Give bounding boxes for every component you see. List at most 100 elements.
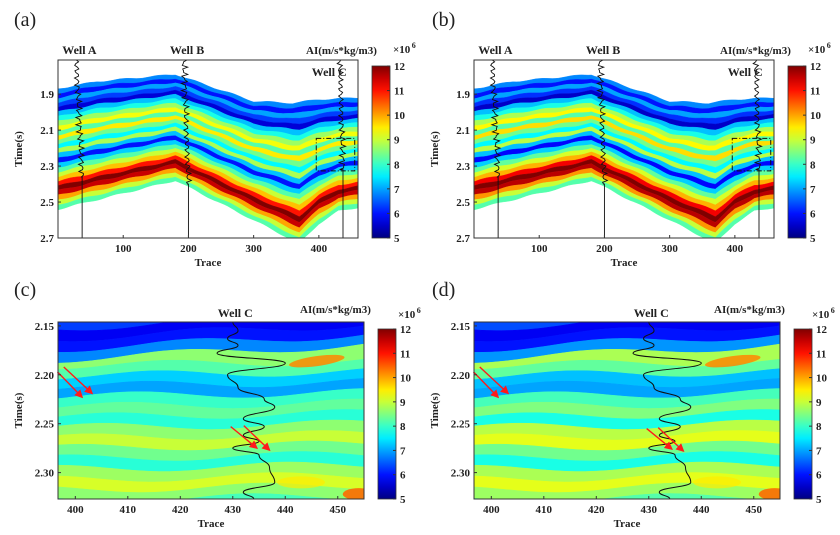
- well-log-curve: [632, 321, 702, 500]
- colorbar-exponent: 6: [827, 41, 831, 50]
- well-log-curve: [596, 59, 609, 238]
- y-tick-label: 1.9: [456, 89, 470, 101]
- well-label: Well A: [478, 43, 513, 57]
- red-arrow: [230, 426, 259, 450]
- x-tick-label: 200: [180, 243, 197, 255]
- well-log-curve: [336, 59, 347, 238]
- colorbar-exponent: 6: [417, 306, 421, 315]
- x-tick-label: 100: [531, 243, 548, 255]
- ai-layer: [58, 176, 358, 238]
- x-tick-label: 430: [225, 504, 242, 516]
- colorbar-multiplier: ×10: [398, 309, 416, 321]
- colorbar: [787, 65, 807, 239]
- panel-label: (b): [432, 9, 455, 31]
- colorbar-tick-label: 9: [400, 397, 406, 409]
- x-tick-label: 400: [311, 243, 328, 255]
- x-tick-label: 400: [727, 243, 744, 255]
- panel-a: (a) Well A Well B Well C 100 200 300 400 1.9 2.1 2…: [13, 9, 416, 269]
- panel-b: (b) Well A Well B Well C 100 200 300 400 1.9 2.1 2…: [429, 9, 831, 269]
- axes-frame: [473, 59, 775, 239]
- colorbar-multiplier: ×10: [393, 44, 411, 56]
- x-tick-label: 440: [277, 504, 294, 516]
- panel-label: (d): [432, 279, 455, 301]
- y-axis-label: Time(s): [13, 131, 25, 167]
- x-tick-label: 450: [330, 504, 347, 516]
- well-label: Well C: [218, 306, 253, 320]
- ai-section: [474, 322, 780, 499]
- colorbar-exponent: 6: [412, 41, 416, 50]
- colorbar-tick-label: 6: [400, 470, 406, 482]
- well-log-curve: [180, 59, 193, 238]
- red-arrow: [243, 425, 271, 452]
- colorbar-tick-label: 5: [816, 494, 822, 506]
- colorbar-tick-label: 6: [816, 470, 822, 482]
- y-tick-label: 2.3: [40, 161, 54, 173]
- ai-section: [58, 322, 364, 499]
- x-axis-label: Trace: [198, 518, 225, 530]
- red-arrow: [472, 371, 500, 399]
- y-tick-label: 2.5: [456, 197, 470, 209]
- ai-layer: [474, 493, 757, 499]
- colorbar-label: AI(m/s*kg/m3): [714, 304, 785, 316]
- x-axis-label: Trace: [611, 257, 638, 269]
- red-arrow: [56, 371, 84, 399]
- colorbar-tick-label: 11: [400, 348, 410, 360]
- y-tick-label: 2.15: [451, 321, 471, 333]
- x-tick-label: 300: [661, 243, 678, 255]
- y-tick-label: 2.30: [451, 468, 471, 480]
- colorbar-tick-label: 11: [394, 86, 404, 98]
- ai-layer: [474, 176, 774, 238]
- red-arrow: [646, 428, 673, 451]
- colorbar-tick-label: 5: [394, 233, 400, 245]
- x-tick-label: 430: [641, 504, 658, 516]
- y-tick-label: 2.3: [456, 161, 470, 173]
- well-log-curve: [73, 59, 86, 238]
- colorbar-tick-label: 8: [400, 421, 406, 433]
- colorbar-tick-label: 12: [810, 61, 822, 73]
- colorbar-exponent: 6: [831, 306, 835, 315]
- y-tick-label: 1.9: [40, 89, 54, 101]
- red-arrow: [657, 427, 685, 453]
- colorbar-label: AI(m/s*kg/m3): [306, 45, 377, 57]
- well-log-curve: [752, 59, 763, 238]
- axes-frame: [473, 321, 781, 500]
- well-label: Well B: [586, 43, 620, 57]
- colorbar-tick-label: 8: [816, 421, 822, 433]
- colorbar-tick-label: 10: [400, 373, 412, 385]
- y-axis-label: Time(s): [13, 392, 25, 428]
- colorbar-tick-label: 10: [810, 110, 822, 122]
- ai-anomaly: [277, 476, 326, 489]
- y-tick-label: 2.25: [451, 419, 471, 431]
- red-arrow: [63, 366, 94, 395]
- y-tick-label: 2.5: [40, 197, 54, 209]
- red-arrow: [479, 366, 510, 395]
- x-tick-label: 300: [245, 243, 262, 255]
- colorbar-tick-label: 12: [400, 324, 412, 336]
- colorbar-tick-label: 6: [394, 208, 400, 220]
- y-tick-label: 2.1: [456, 125, 470, 137]
- y-tick-label: 2.1: [40, 125, 54, 137]
- x-tick-label: 410: [120, 504, 137, 516]
- well-label: Well B: [170, 43, 204, 57]
- y-axis-label: Time(s): [429, 131, 441, 167]
- colorbar: [793, 328, 813, 500]
- colorbar-label: AI(m/s*kg/m3): [720, 45, 791, 57]
- x-tick-label: 400: [67, 504, 84, 516]
- x-tick-label: 450: [746, 504, 763, 516]
- y-tick-label: 2.20: [35, 370, 55, 382]
- zoom-box: [731, 137, 772, 172]
- colorbar-multiplier: ×10: [808, 44, 826, 56]
- colorbar-tick-label: 7: [810, 184, 816, 196]
- axes-frame: [57, 321, 365, 500]
- colorbar-label: AI(m/s*kg/m3): [300, 304, 371, 316]
- colorbar-tick-label: 8: [810, 159, 816, 171]
- well-label: Well C: [312, 65, 347, 79]
- colorbar-tick-label: 10: [394, 110, 406, 122]
- zoom-box: [315, 137, 356, 172]
- panel-c: (c) Well C 400 410 420 430 440 450 2.15 2.20 2.25 2…: [13, 279, 421, 530]
- x-tick-label: 440: [693, 504, 710, 516]
- colorbar-multiplier: ×10: [812, 309, 830, 321]
- colorbar-tick-label: 11: [816, 348, 826, 360]
- colorbar-tick-label: 12: [394, 61, 406, 73]
